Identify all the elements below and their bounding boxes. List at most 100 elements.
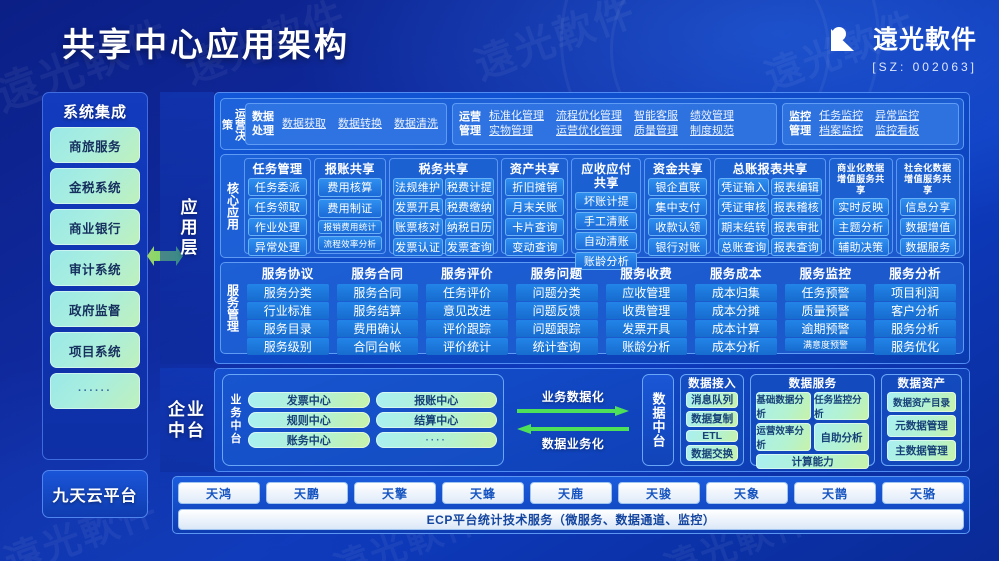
service-cell[interactable]: 项目利润: [874, 284, 956, 301]
core-cell[interactable]: 发票查询: [444, 238, 495, 256]
core-cell[interactable]: 坏账计提: [575, 192, 638, 210]
sidebar-item-4[interactable]: 政府监督: [50, 291, 140, 327]
service-cell[interactable]: 服务合同: [336, 284, 419, 301]
data-chip[interactable]: 基础数据分析: [756, 392, 812, 420]
core-cell[interactable]: 流程效率分析: [318, 236, 382, 251]
cloud-chip-6[interactable]: 天象: [706, 482, 788, 504]
sidebar-item-3[interactable]: 审计系统: [50, 250, 140, 286]
core-cell[interactable]: 数据增值: [899, 218, 956, 236]
core-cell[interactable]: 手工清账: [575, 212, 638, 230]
service-cell[interactable]: 问题跟踪: [515, 320, 598, 337]
service-cell[interactable]: 客户分析: [874, 302, 956, 319]
core-cell[interactable]: 银企直联: [648, 178, 708, 196]
operation-item[interactable]: 智能客服: [634, 110, 679, 122]
core-cell[interactable]: 数据服务: [899, 238, 956, 256]
sidebar-item-1[interactable]: 金税系统: [50, 168, 140, 204]
core-cell[interactable]: 法规维护: [392, 178, 443, 196]
business-mid-chip-5[interactable]: ····: [375, 432, 497, 448]
operation-item[interactable]: 制度规范: [690, 125, 735, 137]
core-cell[interactable]: 费用制证: [318, 198, 382, 218]
operation-item[interactable]: 质量管理: [634, 125, 679, 137]
cloud-chip-1[interactable]: 天鹏: [266, 482, 348, 504]
service-cell[interactable]: 任务预警: [784, 284, 867, 301]
core-cell[interactable]: 银行对账: [648, 238, 708, 256]
service-cell[interactable]: 服务分类: [247, 284, 329, 301]
service-cell[interactable]: 应收管理: [605, 284, 688, 301]
business-mid-chip-0[interactable]: 发票中心: [248, 392, 370, 408]
core-cell[interactable]: 信息分享: [899, 198, 956, 216]
business-mid-chip-3[interactable]: 结算中心: [375, 412, 497, 428]
business-mid-chip-4[interactable]: 账务中心: [248, 432, 370, 448]
core-cell[interactable]: 总账查询: [718, 238, 770, 256]
service-cell[interactable]: 评价统计: [426, 338, 508, 355]
service-cell[interactable]: 成本分摊: [695, 302, 777, 319]
operation-item[interactable]: 异常监控: [875, 110, 920, 122]
service-cell[interactable]: 成本分析: [695, 338, 777, 355]
core-cell[interactable]: 发票开具: [392, 198, 443, 216]
core-cell[interactable]: 税费缴纳: [444, 198, 495, 216]
service-cell[interactable]: 账龄分析: [605, 338, 688, 355]
core-cell[interactable]: 报表查询: [771, 238, 822, 256]
cloud-chip-7[interactable]: 天鹊: [794, 482, 876, 504]
sidebar-item-0[interactable]: 商旅服务: [50, 127, 140, 163]
service-cell[interactable]: 合同台帐: [336, 338, 419, 355]
data-chip[interactable]: 元数据管理: [886, 415, 956, 437]
cloud-chip-3[interactable]: 天蜂: [442, 482, 524, 504]
service-cell[interactable]: 服务目录: [247, 320, 329, 337]
core-cell[interactable]: 任务领取: [248, 198, 308, 216]
data-chip[interactable]: 消息队列: [686, 392, 739, 408]
core-cell[interactable]: 异常处理: [248, 238, 308, 256]
service-cell[interactable]: 服务级别: [247, 338, 329, 355]
service-cell[interactable]: 服务分析: [874, 320, 956, 337]
core-cell[interactable]: 报销费用统计: [318, 219, 382, 235]
core-cell[interactable]: 发票认证: [392, 238, 443, 256]
core-cell[interactable]: 期末结转: [718, 218, 770, 236]
service-cell[interactable]: 成本归集: [695, 284, 777, 301]
data-chip[interactable]: 数据交换: [686, 445, 739, 461]
cloud-chip-8[interactable]: 天骆: [882, 482, 964, 504]
operation-item[interactable]: 标准化管理: [489, 110, 545, 122]
service-cell[interactable]: 满意度预警: [784, 338, 867, 351]
core-cell[interactable]: 报表编辑: [771, 178, 822, 196]
cloud-chip-4[interactable]: 天鹿: [530, 482, 612, 504]
sidebar-item-2[interactable]: 商业银行: [50, 209, 140, 245]
service-cell[interactable]: 任务评价: [426, 284, 508, 301]
data-chip[interactable]: 数据资产目录: [886, 392, 956, 413]
data-chip[interactable]: 任务监控分析: [814, 392, 869, 420]
operation-item[interactable]: 数据获取: [282, 117, 326, 130]
core-cell[interactable]: 折旧摊销: [505, 178, 565, 196]
business-mid-chip-2[interactable]: 规则中心: [248, 412, 370, 428]
core-cell[interactable]: 报表审批: [771, 218, 822, 236]
service-cell[interactable]: 问题反馈: [515, 302, 598, 319]
core-cell[interactable]: 账票核对: [392, 218, 443, 236]
core-cell[interactable]: 税费计提: [444, 178, 495, 196]
core-cell[interactable]: 凭证输入: [718, 178, 770, 196]
service-cell[interactable]: 统计查询: [515, 338, 598, 355]
data-chip[interactable]: 自助分析: [814, 423, 869, 451]
core-cell[interactable]: 凭证审核: [718, 198, 770, 216]
service-cell[interactable]: 费用确认: [336, 320, 419, 337]
core-cell[interactable]: 报表稽核: [771, 198, 822, 216]
core-cell[interactable]: 主题分析: [832, 218, 889, 236]
core-cell[interactable]: 辅助决策: [832, 238, 889, 256]
service-cell[interactable]: 质量预警: [784, 302, 867, 319]
operation-item[interactable]: 绩效管理: [690, 110, 735, 122]
operation-item[interactable]: 运营优化管理: [556, 125, 623, 137]
core-cell[interactable]: 变动查询: [505, 238, 565, 256]
operation-item[interactable]: 流程优化管理: [556, 110, 623, 122]
core-cell[interactable]: 账龄分析: [575, 252, 638, 270]
cloud-chip-5[interactable]: 天骏: [618, 482, 700, 504]
core-cell[interactable]: 卡片查询: [505, 218, 565, 236]
operation-item[interactable]: 档案监控: [819, 125, 864, 137]
core-cell[interactable]: 作业处理: [248, 218, 308, 236]
data-chip[interactable]: 运营效率分析: [756, 423, 812, 451]
service-cell[interactable]: 评价跟踪: [426, 320, 508, 337]
operation-item[interactable]: 实物管理: [489, 125, 534, 137]
data-chip-wide[interactable]: 计算能力: [756, 454, 869, 469]
data-chip[interactable]: 主数据管理: [886, 439, 956, 461]
core-cell[interactable]: 任务委派: [248, 178, 308, 196]
service-cell[interactable]: 问题分类: [515, 284, 598, 301]
operation-item[interactable]: 数据转换: [338, 117, 382, 130]
data-chip[interactable]: ETL: [686, 429, 739, 443]
service-cell[interactable]: 收费管理: [605, 302, 688, 319]
